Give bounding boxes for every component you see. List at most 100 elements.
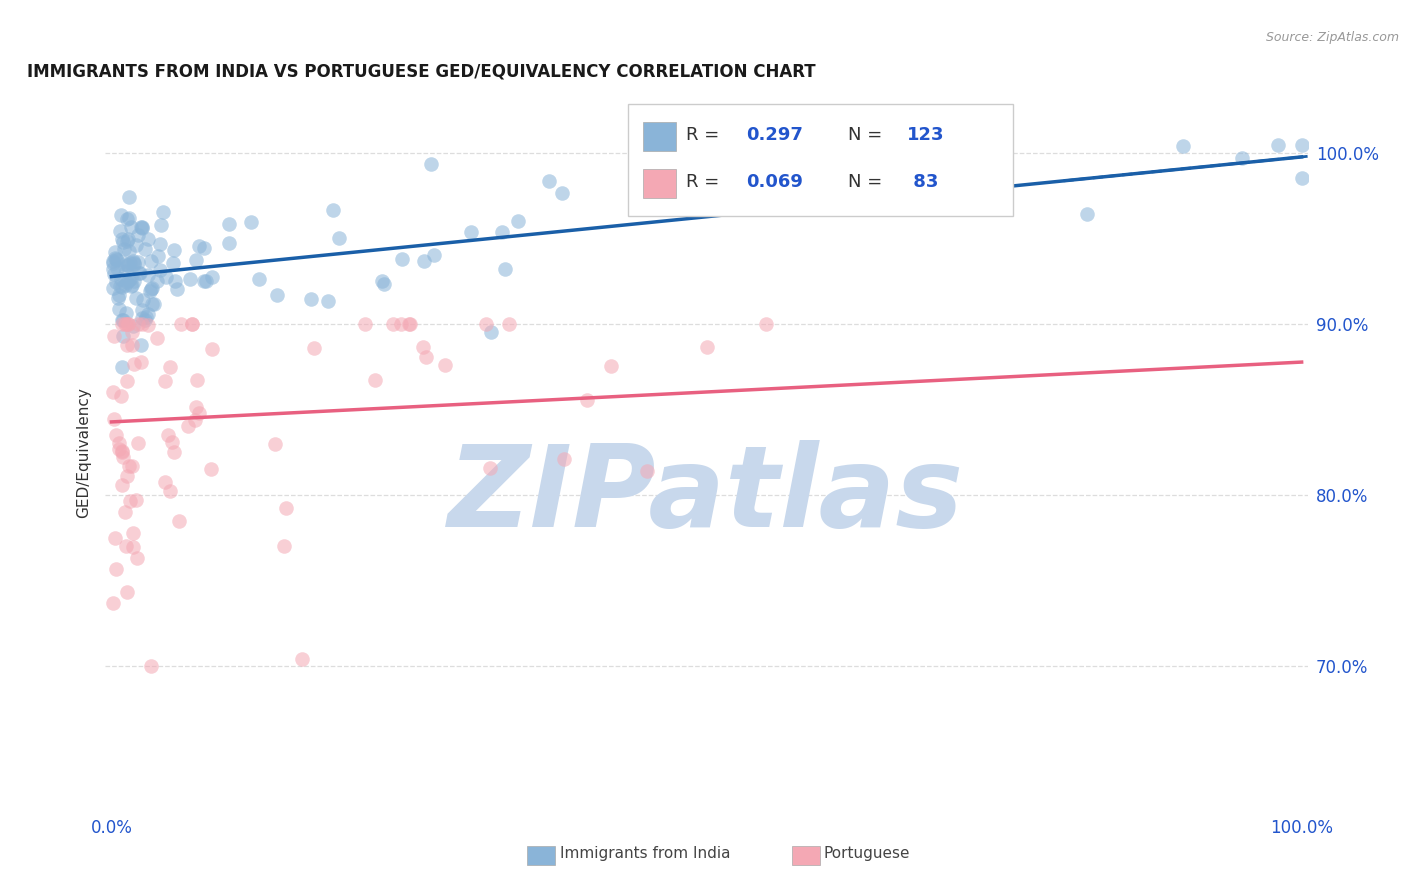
Point	[121, 459, 143, 474]
Point	[910, 192, 932, 206]
Point	[111, 478, 134, 492]
Y-axis label: GED/Equivalency: GED/Equivalency	[76, 387, 91, 518]
Point	[108, 287, 131, 301]
Point	[201, 269, 224, 284]
Point	[120, 219, 142, 234]
Point	[149, 262, 172, 277]
Point	[103, 268, 125, 282]
Point	[302, 341, 325, 355]
Point	[110, 231, 132, 245]
Point	[160, 434, 183, 449]
Point	[115, 275, 138, 289]
Point	[108, 435, 131, 450]
Point	[122, 541, 145, 555]
Point	[114, 505, 136, 519]
Point	[145, 331, 167, 345]
Point	[152, 205, 174, 219]
Point	[135, 310, 157, 324]
Point	[115, 258, 138, 272]
Point	[1291, 171, 1313, 186]
Point	[111, 360, 134, 375]
Point	[506, 214, 529, 228]
Point	[460, 225, 482, 239]
Text: Portuguese: Portuguese	[824, 847, 911, 861]
Point	[491, 225, 513, 239]
Point	[120, 270, 142, 285]
Point	[128, 266, 150, 280]
Point	[181, 318, 204, 332]
Point	[104, 531, 127, 545]
Point	[146, 249, 169, 263]
Point	[120, 279, 142, 293]
Point	[122, 256, 145, 270]
Point	[181, 318, 204, 332]
Point	[399, 318, 422, 332]
Point	[125, 493, 148, 508]
Point	[115, 468, 138, 483]
Point	[117, 258, 139, 272]
Point	[419, 157, 441, 171]
Point	[111, 313, 134, 327]
Point	[291, 651, 314, 665]
Point	[108, 301, 131, 316]
Point	[398, 318, 420, 332]
Point	[131, 303, 153, 318]
Point	[118, 494, 141, 508]
Point	[101, 255, 124, 269]
Text: 0.069: 0.069	[747, 173, 803, 191]
Point	[184, 413, 207, 427]
Point	[110, 389, 132, 403]
Text: R =: R =	[686, 127, 725, 145]
Point	[131, 310, 153, 325]
Point	[103, 281, 125, 295]
Point	[264, 437, 287, 451]
Point	[138, 306, 160, 320]
Text: IMMIGRANTS FROM INDIA VS PORTUGUESE GED/EQUIVALENCY CORRELATION CHART: IMMIGRANTS FROM INDIA VS PORTUGUESE GED/…	[27, 63, 815, 81]
Point	[249, 272, 271, 286]
Point	[1230, 151, 1253, 165]
Point	[114, 539, 136, 553]
Point	[1267, 138, 1289, 153]
Text: ZIPatlas: ZIPatlas	[449, 441, 965, 551]
Point	[139, 284, 162, 298]
Text: 0.297: 0.297	[747, 127, 803, 145]
Point	[576, 392, 599, 407]
FancyBboxPatch shape	[643, 122, 676, 151]
Point	[316, 293, 339, 308]
Point	[129, 266, 152, 280]
Point	[101, 596, 124, 610]
Point	[117, 458, 139, 473]
Text: 83: 83	[907, 173, 939, 191]
Point	[600, 359, 623, 373]
Point	[125, 238, 148, 252]
Point	[111, 318, 134, 332]
Point	[193, 274, 215, 288]
Point	[122, 525, 145, 540]
Point	[165, 274, 187, 288]
Point	[127, 228, 149, 243]
Point	[108, 224, 131, 238]
Point	[118, 244, 141, 258]
Point	[373, 277, 395, 292]
Point	[104, 562, 127, 576]
Point	[1291, 138, 1313, 153]
Point	[114, 305, 136, 319]
Point	[188, 406, 211, 420]
Point	[200, 462, 222, 476]
Point	[553, 451, 575, 466]
Point	[201, 342, 224, 356]
Point	[353, 318, 375, 332]
Point	[117, 234, 139, 248]
FancyBboxPatch shape	[643, 169, 676, 198]
Point	[131, 318, 153, 332]
Point	[105, 275, 128, 289]
Point	[755, 173, 778, 187]
FancyBboxPatch shape	[628, 104, 1014, 216]
Point	[115, 374, 138, 388]
Point	[1171, 138, 1194, 153]
Point	[494, 262, 516, 277]
Point	[112, 242, 135, 256]
Point	[193, 241, 215, 255]
Point	[413, 253, 436, 268]
Point	[125, 291, 148, 305]
